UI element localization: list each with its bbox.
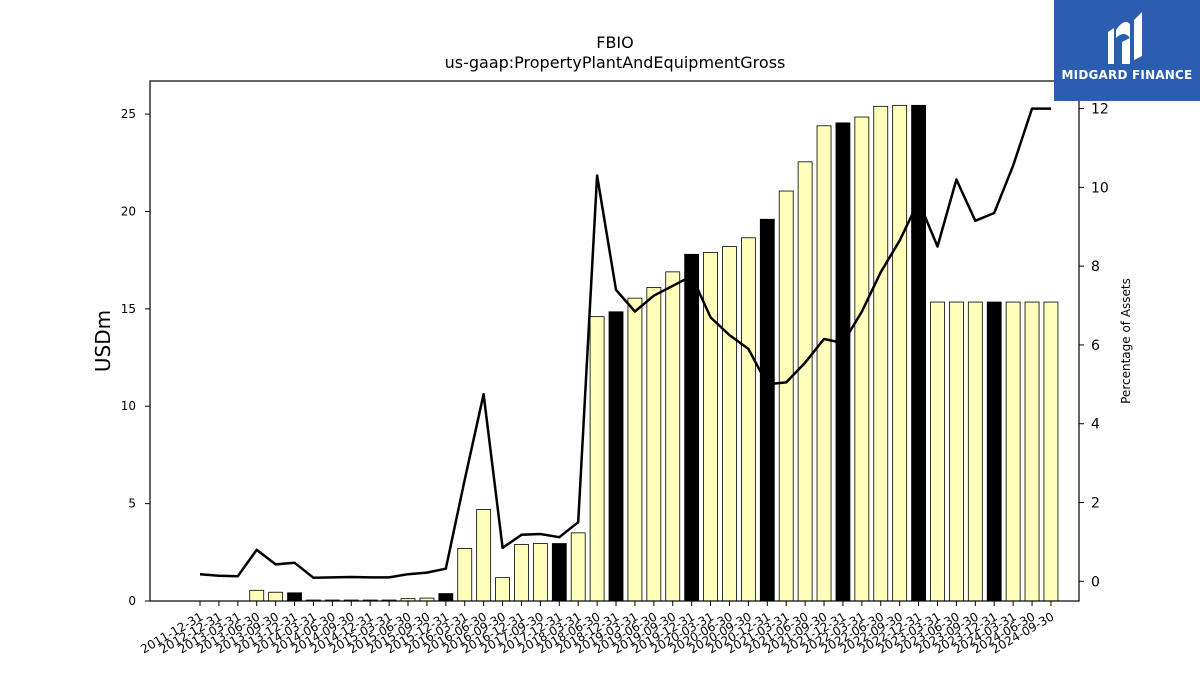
chart-subtitle: us-gaap:PropertyPlantAndEquipmentGross — [445, 53, 786, 72]
y-tick-label-right: 2 — [1091, 496, 1100, 512]
bar-2022-06-30 — [873, 105, 889, 602]
bar-2018-06-30 — [589, 316, 605, 602]
y-tick-label-left: 0 — [128, 594, 136, 608]
bar-2016-09-30 — [495, 577, 510, 602]
bar-2016-06-30 — [476, 509, 492, 602]
logo-text: MIDGARD FINANCE — [1061, 68, 1193, 82]
y-tick-label-left: 15 — [121, 302, 136, 316]
bar-2021-12-31 — [835, 122, 851, 602]
bar-2016-12-31 — [514, 544, 529, 602]
y-tick-label-right: 4 — [1091, 417, 1100, 433]
midgard-finance-logo: MIDGARD FINANCE — [1054, 0, 1200, 101]
bar-2024-03-31 — [1005, 301, 1021, 602]
bar-2019-12-31 — [684, 253, 700, 602]
bar-2023-12-31 — [986, 301, 1002, 602]
y-tick-label-left: 10 — [121, 399, 136, 413]
y-axis-label-left: USDm — [91, 310, 115, 372]
bar-2024-06-30 — [1024, 301, 1040, 602]
y-tick-label-right: 12 — [1091, 102, 1109, 118]
bar-2018-03-31 — [570, 532, 586, 602]
bar-2023-06-30 — [949, 301, 964, 602]
bar-series — [249, 104, 1059, 602]
bar-2021-06-30 — [797, 161, 813, 602]
bar-2013-12-31 — [287, 592, 302, 602]
bar-2019-06-30 — [646, 287, 662, 602]
bar-2023-09-30 — [967, 301, 983, 602]
y-tick-label-right: 10 — [1091, 180, 1109, 196]
bar-2022-12-31 — [911, 104, 926, 602]
percentage-of-assets-line — [199, 107, 1051, 580]
bar-2021-03-31 — [778, 190, 794, 602]
bar-2015-12-31 — [438, 593, 454, 602]
bar-2020-06-30 — [722, 246, 737, 602]
y-tick-label-left: 25 — [121, 107, 136, 121]
bar-2020-12-31 — [759, 218, 775, 602]
bar-2017-12-31 — [551, 543, 567, 602]
bar-2016-03-31 — [457, 548, 473, 602]
bar-2022-03-31 — [854, 116, 870, 602]
x-axis-ticks: 2011-12-312012-12-312013-03-312013-06-30… — [138, 601, 1056, 656]
y-tick-label-right: 8 — [1091, 259, 1100, 275]
left-y-axis-ticks: 0 5 10 15 20 25 — [121, 107, 150, 608]
bar-2019-09-30 — [665, 271, 681, 602]
y-tick-label-left: 5 — [128, 497, 136, 511]
bar-2021-09-30 — [816, 125, 832, 602]
y-axis-label-right: Percentage of Assets — [1119, 278, 1133, 404]
bar-2023-03-31 — [930, 301, 945, 602]
bar-2013-09-30 — [268, 591, 284, 602]
logo-mark-icon — [1108, 12, 1142, 64]
bar-2018-12-31 — [608, 311, 624, 602]
y-tick-label-right: 6 — [1091, 338, 1100, 354]
bar-2019-03-31 — [627, 297, 643, 602]
bar-2022-09-30 — [892, 104, 908, 602]
y-tick-label-right: 0 — [1091, 574, 1100, 590]
plot-frame — [149, 80, 1080, 602]
bar-2020-09-30 — [740, 237, 756, 602]
right-y-axis-ticks: 0 2 4 6 8 10 12 — [1079, 102, 1109, 590]
chart-title: FBIO — [596, 33, 634, 52]
bar-2017-09-30 — [532, 543, 548, 602]
bar-2013-06-30 — [249, 589, 265, 602]
bar-2024-09-30 — [1043, 301, 1059, 602]
y-tick-label-left: 20 — [121, 204, 136, 218]
